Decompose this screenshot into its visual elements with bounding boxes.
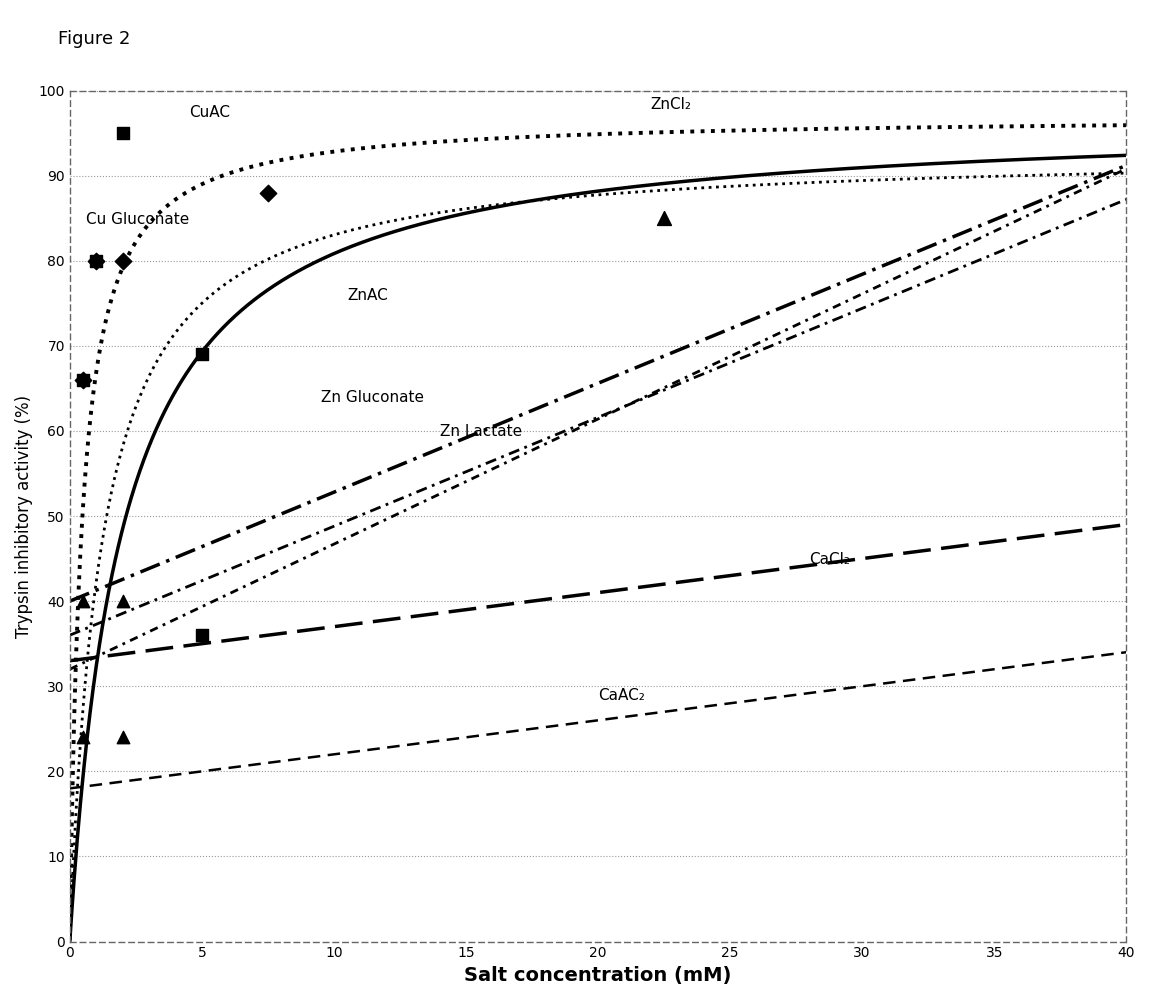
Point: [74, 372, 92, 388]
Point: [74, 729, 92, 745]
Text: Figure 2: Figure 2: [58, 30, 130, 48]
Point: [74, 372, 92, 388]
Point: [114, 253, 132, 269]
Point: [74, 593, 92, 609]
Point: [114, 593, 132, 609]
Text: Zn Lactate: Zn Lactate: [439, 424, 522, 439]
Text: CaCl₂: CaCl₂: [810, 552, 850, 567]
Y-axis label: Trypsin inhibitory activity (%): Trypsin inhibitory activity (%): [15, 394, 33, 638]
Point: [259, 185, 277, 201]
Text: Cu Gluconate: Cu Gluconate: [85, 212, 189, 227]
Point: [87, 253, 106, 269]
Point: [193, 346, 212, 362]
Text: CuAC: CuAC: [189, 105, 230, 120]
Point: [114, 729, 132, 745]
Text: ZnAC: ZnAC: [347, 288, 388, 303]
Text: ZnCl₂: ZnCl₂: [651, 97, 692, 112]
X-axis label: Salt concentration (mM): Salt concentration (mM): [465, 966, 731, 985]
Point: [193, 627, 212, 643]
Text: Zn Gluconate: Zn Gluconate: [321, 390, 423, 405]
Point: [654, 210, 673, 226]
Point: [87, 253, 106, 269]
Point: [114, 125, 132, 141]
Text: CaAC₂: CaAC₂: [598, 688, 645, 703]
